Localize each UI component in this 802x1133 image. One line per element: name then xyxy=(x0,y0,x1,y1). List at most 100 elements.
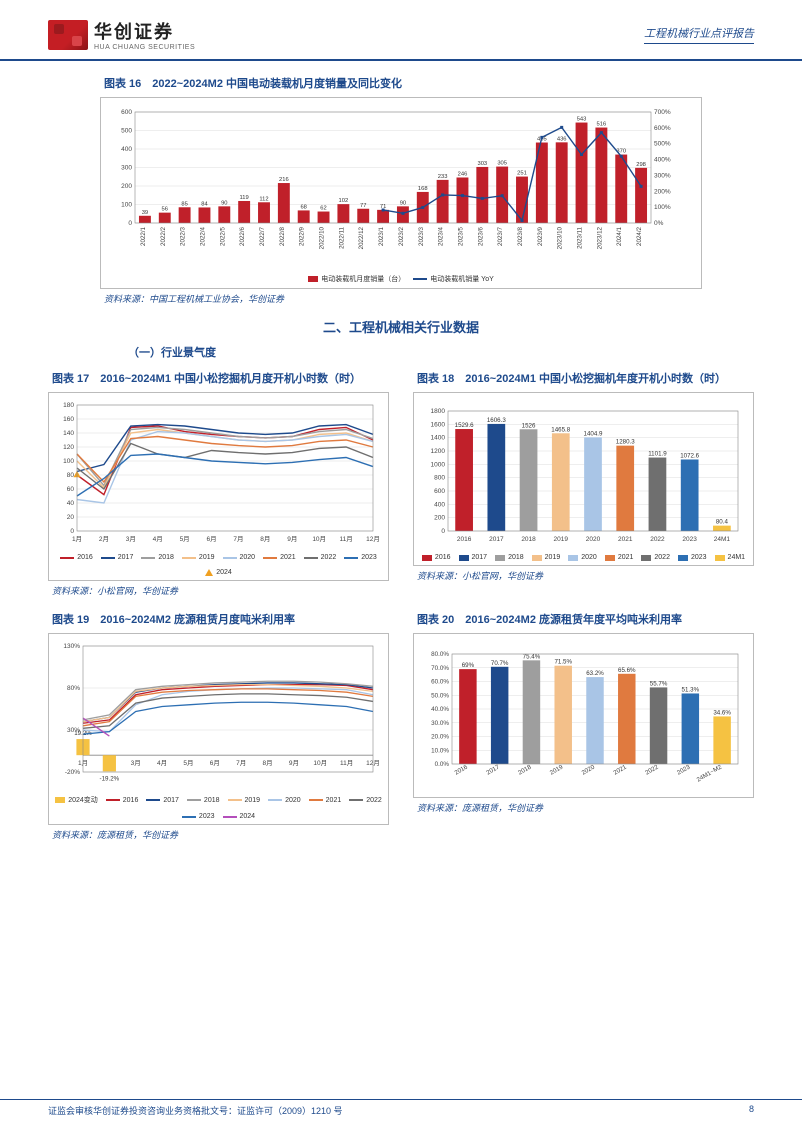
svg-text:7月: 7月 xyxy=(236,759,246,767)
fig17-legend-2019: 2019 xyxy=(199,554,215,561)
svg-text:0.0%: 0.0% xyxy=(435,761,450,768)
svg-text:2023/4: 2023/4 xyxy=(438,226,445,245)
svg-text:400%: 400% xyxy=(654,157,671,164)
fig18-legend-2018: 2018 xyxy=(508,554,524,561)
svg-text:90: 90 xyxy=(400,200,406,206)
svg-text:2020: 2020 xyxy=(586,536,601,543)
svg-text:8月: 8月 xyxy=(262,759,272,767)
svg-text:2021: 2021 xyxy=(612,763,628,776)
svg-text:12月: 12月 xyxy=(366,535,379,543)
fig19-legend-2020: 2020 xyxy=(285,797,301,804)
fig19-legend-2016: 2016 xyxy=(123,797,139,804)
svg-text:200: 200 xyxy=(434,515,445,522)
fig17-legend-2020: 2020 xyxy=(240,554,256,561)
page-footer: 证监会审核华创证券投资咨询业务资格批文号：证监许可（2009）1210 号 8 xyxy=(0,1099,802,1117)
svg-text:1280.3: 1280.3 xyxy=(616,439,635,446)
svg-text:100%: 100% xyxy=(654,204,671,211)
svg-text:600: 600 xyxy=(121,109,132,116)
fig17-legend-2021: 2021 xyxy=(280,554,296,561)
svg-text:4月: 4月 xyxy=(157,759,167,767)
svg-text:1400: 1400 xyxy=(431,435,446,442)
svg-text:2023: 2023 xyxy=(676,763,692,776)
svg-text:84: 84 xyxy=(201,201,208,207)
fig20-title: 图表 20 2016~2024M2 庞源租赁年度平均吨米利用率 xyxy=(413,611,754,627)
svg-text:2020: 2020 xyxy=(581,763,597,776)
svg-text:8月: 8月 xyxy=(260,535,270,543)
svg-text:2016: 2016 xyxy=(453,763,469,776)
svg-text:6月: 6月 xyxy=(206,535,216,543)
fig18-legend-2023: 2023 xyxy=(691,554,707,561)
svg-text:2月: 2月 xyxy=(99,535,109,543)
fig20-chart: 0.0%10.0%20.0%30.0%40.0%50.0%60.0%70.0%8… xyxy=(413,633,754,798)
svg-text:24M1: 24M1 xyxy=(714,536,731,543)
svg-text:4月: 4月 xyxy=(153,535,163,543)
fig20-source: 资料来源：庞源租赁，华创证券 xyxy=(413,801,754,814)
svg-text:62: 62 xyxy=(320,206,326,212)
svg-text:246: 246 xyxy=(458,171,468,177)
svg-text:9月: 9月 xyxy=(287,535,297,543)
fig18-chart: 0200400600800100012001400160018001529.62… xyxy=(413,392,754,566)
logo: 华创证券 HUA CHUANG SECURITIES xyxy=(48,18,195,51)
svg-text:2023/5: 2023/5 xyxy=(457,226,464,245)
svg-text:-20%: -20% xyxy=(65,769,80,776)
svg-text:300: 300 xyxy=(121,165,132,172)
fig17-legend-2017: 2017 xyxy=(118,554,134,561)
svg-text:40: 40 xyxy=(67,500,75,507)
fig18-source: 资料来源：小松官网，华创证券 xyxy=(413,569,754,582)
fig16-source: 资料来源：中国工程机械工业协会，华创证券 xyxy=(100,292,702,305)
svg-text:303: 303 xyxy=(477,161,487,167)
svg-text:39: 39 xyxy=(142,210,148,216)
svg-text:200: 200 xyxy=(121,183,132,190)
section-2-title: 二、工程机械相关行业数据 xyxy=(48,317,754,336)
svg-text:2022/2: 2022/2 xyxy=(160,226,167,245)
svg-text:60.0%: 60.0% xyxy=(431,679,449,686)
svg-text:1529.6: 1529.6 xyxy=(455,422,474,429)
svg-text:2023/3: 2023/3 xyxy=(418,226,425,245)
svg-text:3月: 3月 xyxy=(131,759,141,767)
svg-text:300%: 300% xyxy=(654,172,671,179)
fig16-legend-bar: 电动装载机月度销量（台） xyxy=(321,274,405,284)
svg-text:65.6%: 65.6% xyxy=(618,667,636,674)
svg-text:1月: 1月 xyxy=(72,535,82,543)
svg-text:6月: 6月 xyxy=(210,759,220,767)
svg-text:2018: 2018 xyxy=(517,763,533,776)
svg-text:80%: 80% xyxy=(67,685,80,692)
fig17-source: 资料来源：小松官网，华创证券 xyxy=(48,584,389,597)
svg-text:2016: 2016 xyxy=(457,536,472,543)
svg-text:130%: 130% xyxy=(63,643,80,650)
svg-text:1606.3: 1606.3 xyxy=(487,417,506,424)
fig20-svg: 0.0%10.0%20.0%30.0%40.0%50.0%60.0%70.0%8… xyxy=(418,640,744,790)
svg-text:1072.6: 1072.6 xyxy=(680,452,699,459)
svg-text:168: 168 xyxy=(418,186,428,192)
svg-text:2018: 2018 xyxy=(521,536,536,543)
svg-text:11月: 11月 xyxy=(340,759,353,767)
svg-text:1600: 1600 xyxy=(431,421,446,428)
svg-text:20.0%: 20.0% xyxy=(431,734,449,741)
svg-text:11月: 11月 xyxy=(339,535,352,543)
svg-text:30.0%: 30.0% xyxy=(431,720,449,727)
svg-text:2017: 2017 xyxy=(489,536,504,543)
svg-text:543: 543 xyxy=(577,117,587,123)
svg-text:1800: 1800 xyxy=(431,408,446,415)
fig18-legend-2020: 2020 xyxy=(581,554,597,561)
svg-text:2022/12: 2022/12 xyxy=(358,226,365,249)
svg-text:700%: 700% xyxy=(654,109,671,116)
svg-text:0: 0 xyxy=(441,528,445,535)
svg-text:71.5%: 71.5% xyxy=(554,659,572,666)
svg-text:2023/11: 2023/11 xyxy=(577,226,584,248)
svg-text:5月: 5月 xyxy=(180,535,190,543)
svg-text:2021: 2021 xyxy=(618,536,633,543)
svg-text:90: 90 xyxy=(221,200,227,206)
fig19-legend-2024: 2024 xyxy=(240,813,256,820)
svg-text:24M1~M2: 24M1~M2 xyxy=(696,763,724,783)
svg-text:2023/12: 2023/12 xyxy=(596,226,603,249)
logo-en-text: HUA CHUANG SECURITIES xyxy=(94,44,195,51)
svg-text:2022/5: 2022/5 xyxy=(219,226,226,245)
svg-text:400: 400 xyxy=(121,146,132,153)
fig18-legend-2016: 2016 xyxy=(435,554,451,561)
svg-text:10月: 10月 xyxy=(313,759,327,767)
svg-text:2017: 2017 xyxy=(485,763,501,776)
svg-text:75.4%: 75.4% xyxy=(523,653,541,660)
fig18-legend-2017: 2017 xyxy=(472,554,488,561)
svg-text:140: 140 xyxy=(63,430,74,437)
